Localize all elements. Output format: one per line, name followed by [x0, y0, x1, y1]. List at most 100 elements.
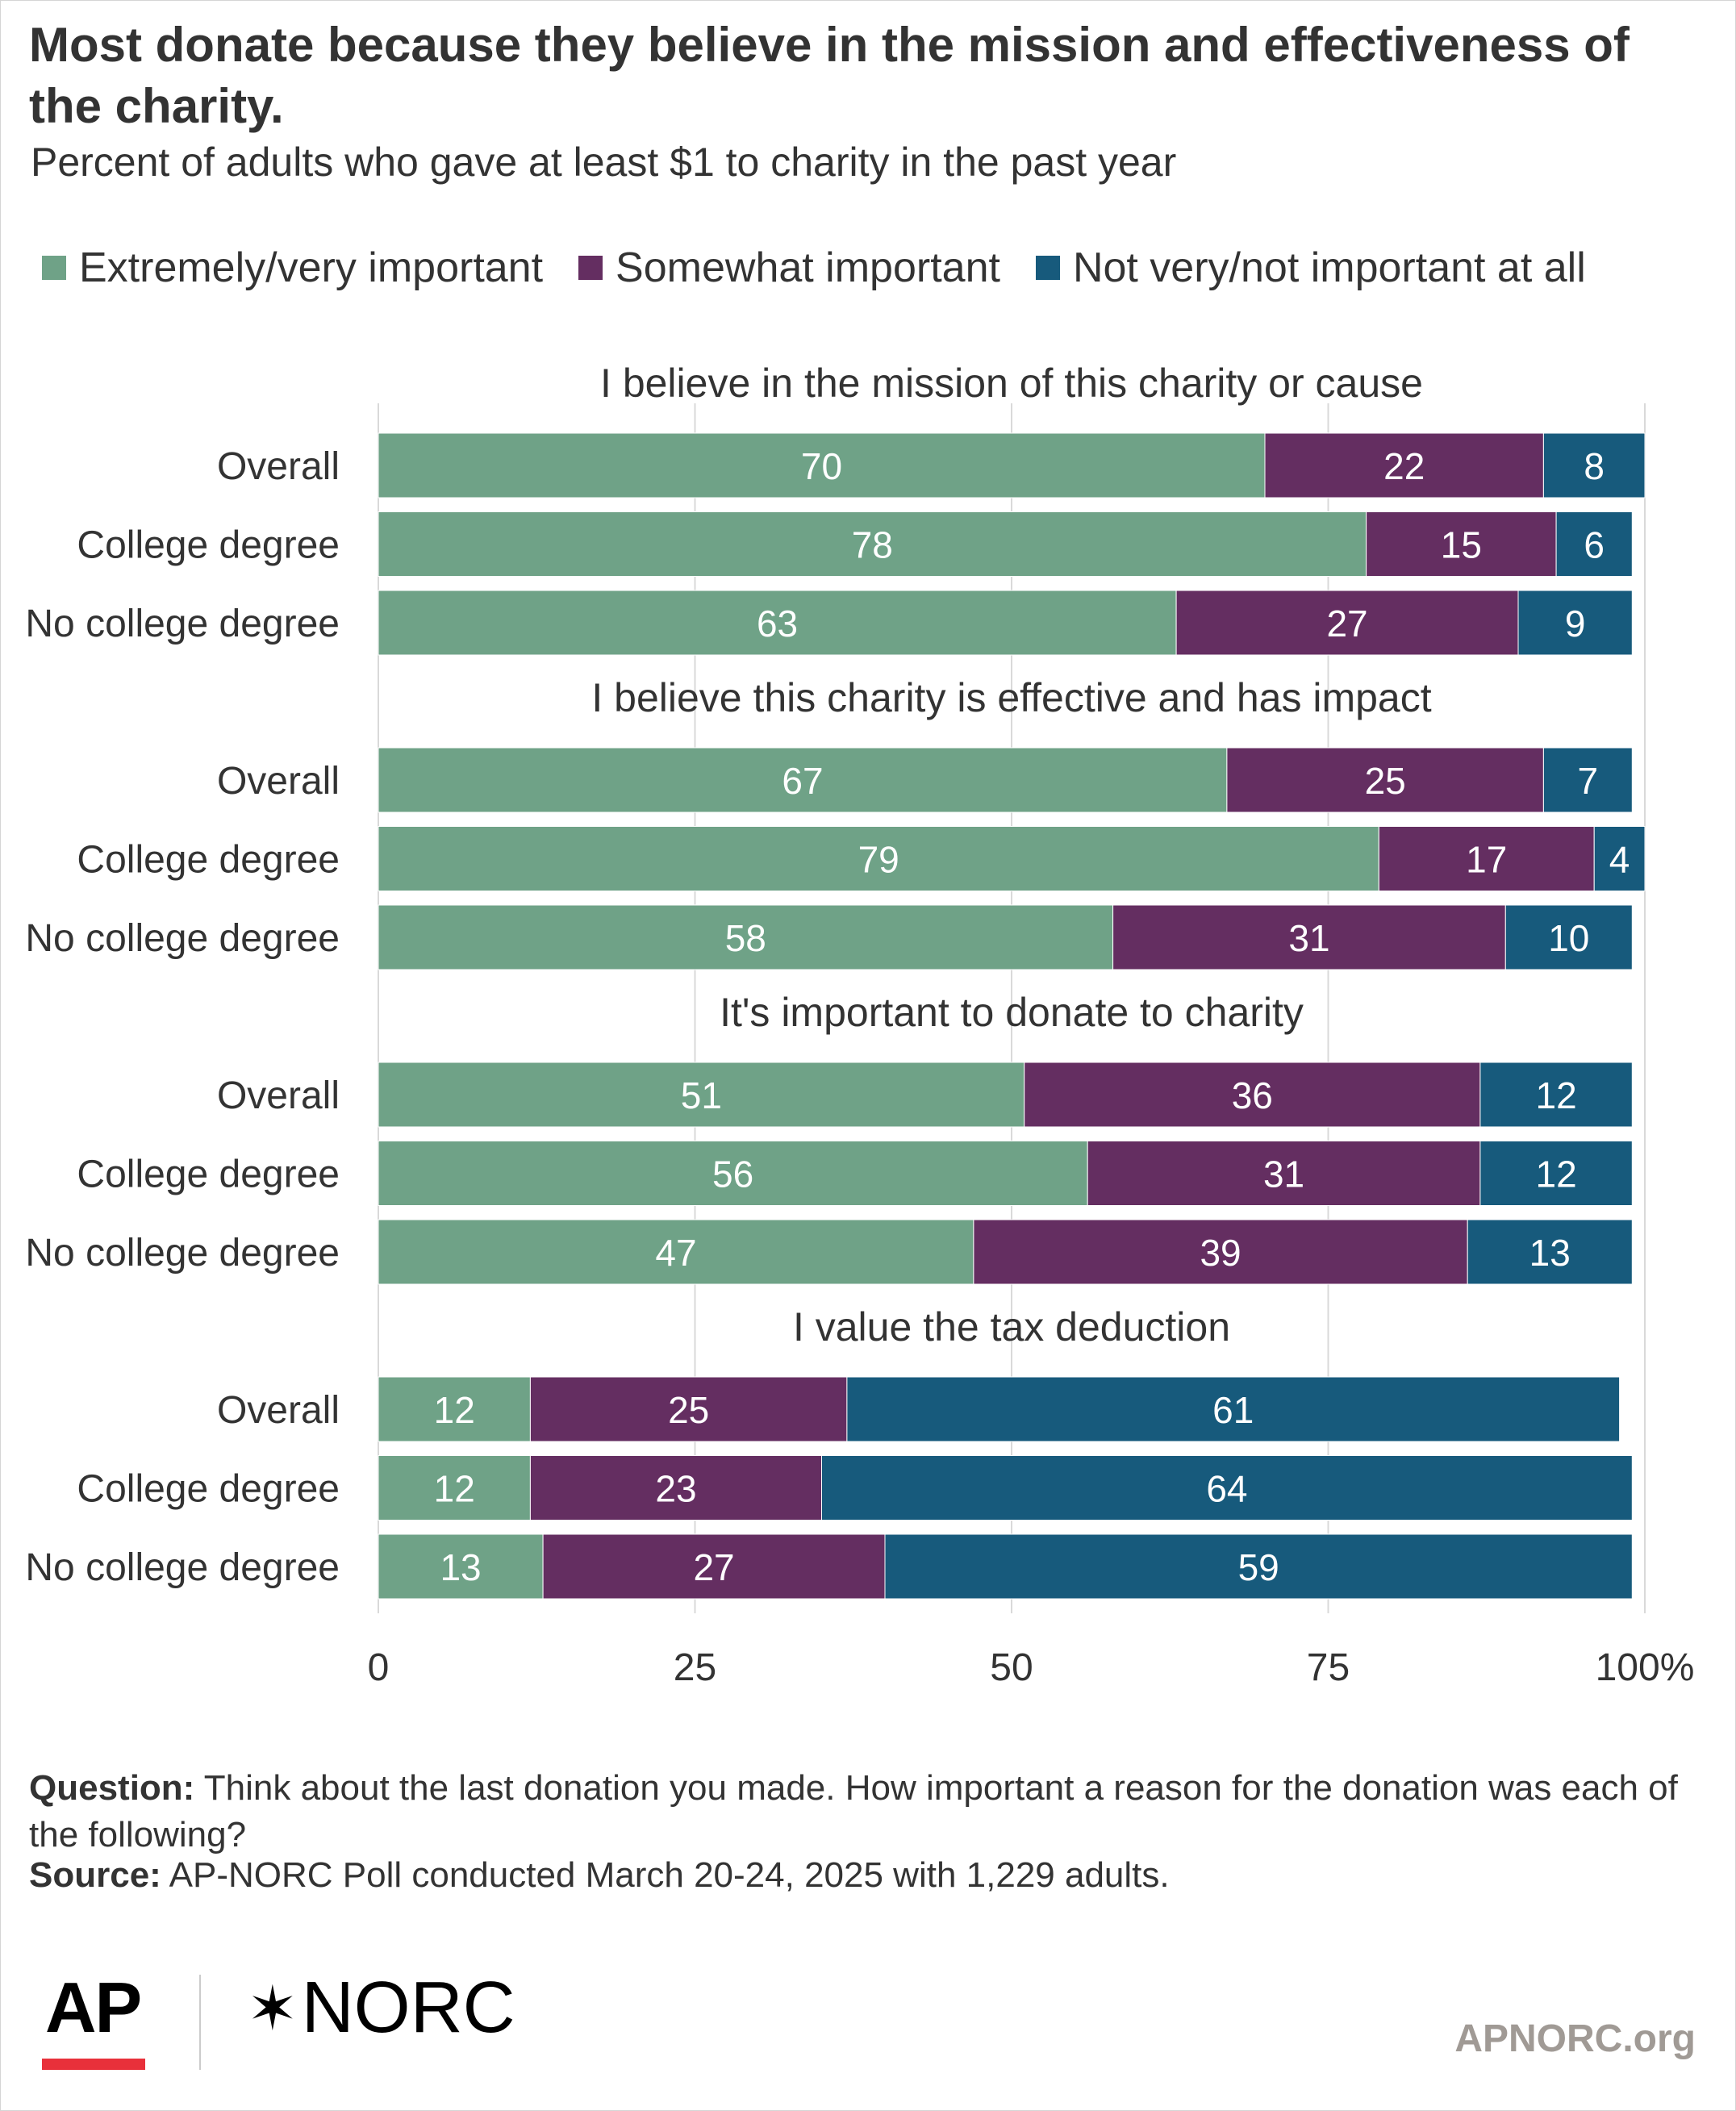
panel-title: I value the tax deduction [793, 1304, 1230, 1350]
legend-swatch [578, 256, 603, 280]
data-label: 36 [1232, 1074, 1273, 1116]
bar-segment [884, 1533, 1633, 1600]
legend-item-not-very: Not very/not important at all [1035, 244, 1586, 292]
legend-item-extremely-very: Extremely/very important [42, 244, 543, 292]
bar-segment [378, 826, 1379, 891]
data-label: 12 [434, 1468, 475, 1510]
data-label: 27 [1326, 603, 1367, 645]
data-label: 13 [1529, 1232, 1571, 1274]
panel-title: It's important to donate to charity [720, 990, 1304, 1035]
data-label: 64 [1206, 1468, 1247, 1510]
data-label: 7 [1578, 760, 1599, 802]
data-label: 25 [668, 1389, 709, 1431]
data-label: 17 [1466, 839, 1507, 881]
chart-subtitle: Percent of adults who gave at least $1 t… [31, 140, 1177, 185]
legend-item-somewhat: Somewhat important [578, 244, 1000, 292]
bar-segment [378, 432, 1266, 499]
bar-segment [1087, 1141, 1481, 1206]
category-label: No college degree [25, 1546, 340, 1589]
bar-segment [846, 1376, 1621, 1442]
bar-segment [1479, 1062, 1633, 1128]
panel-title: I believe in the mission of this charity… [600, 361, 1423, 406]
data-label: 59 [1238, 1546, 1279, 1588]
x-tick-label: 25 [674, 1646, 716, 1689]
bar-segment [1175, 590, 1519, 656]
category-label: College degree [77, 839, 340, 882]
data-label: 8 [1584, 445, 1605, 487]
data-label: 31 [1288, 917, 1329, 959]
bar-segment [542, 1533, 886, 1600]
legend-swatch [42, 256, 66, 280]
panel-title: I believe this charity is effective and … [591, 675, 1431, 720]
data-label: 15 [1441, 524, 1482, 566]
bar-segment [1112, 904, 1506, 970]
bar-segment [378, 1455, 531, 1521]
bar-segment [529, 1376, 848, 1442]
bar-segment [378, 1141, 1088, 1206]
data-label: 13 [440, 1546, 481, 1588]
data-label: 12 [1536, 1154, 1577, 1195]
category-label: No college degree [25, 917, 340, 960]
bar-segment [1378, 826, 1595, 891]
legend-label: Not very/not important at all [1072, 244, 1586, 291]
bar-segment [1264, 432, 1544, 499]
category-label: No college degree [25, 1232, 340, 1275]
data-label: 9 [1565, 603, 1586, 645]
bar-segment [973, 1219, 1468, 1285]
category-label: College degree [77, 1154, 340, 1196]
site-url: APNORC.org [1454, 2017, 1696, 2060]
data-label: 23 [655, 1468, 696, 1510]
x-tick-label: 75 [1307, 1646, 1350, 1689]
x-tick-label: 0 [368, 1646, 390, 1689]
source-label: Source: [29, 1855, 161, 1895]
norc-logo: ✶ NORC [247, 1967, 515, 2050]
bar-segment [1555, 511, 1633, 577]
bar-segment [529, 1455, 823, 1521]
bar-segment [1467, 1219, 1633, 1285]
bar-segment [378, 1219, 974, 1285]
data-label: 67 [782, 760, 823, 802]
data-label: 27 [693, 1546, 734, 1588]
bar-segment [1024, 1062, 1481, 1128]
category-label: No college degree [25, 603, 340, 645]
bar-segment [1479, 1141, 1633, 1206]
bar-segment [821, 1455, 1633, 1521]
question-label: Question: [29, 1768, 195, 1808]
data-label: 12 [1536, 1074, 1577, 1116]
bar-segment [378, 1533, 544, 1600]
data-label: 12 [434, 1389, 475, 1431]
bar-segment [1542, 747, 1633, 813]
data-label: 79 [858, 839, 899, 881]
bar-segment [1226, 747, 1544, 813]
stacked-bar-chart: I believe in the mission of this charity… [25, 361, 1695, 1689]
category-label: Overall [217, 1389, 340, 1432]
data-label: 10 [1548, 917, 1589, 959]
category-label: College degree [77, 1468, 340, 1511]
data-label: 56 [712, 1154, 753, 1195]
source-note: Source: AP-NORC Poll conducted March 20-… [29, 1855, 1170, 1896]
data-label: 22 [1383, 445, 1425, 487]
bar-segment [1542, 432, 1646, 499]
bar-segment [378, 1376, 531, 1442]
bar-segment [378, 1062, 1025, 1128]
data-label: 39 [1200, 1232, 1241, 1274]
data-label: 78 [852, 524, 893, 566]
data-label: 47 [655, 1232, 696, 1274]
data-label: 63 [757, 603, 798, 645]
question-note: Question: Think about the last donation … [29, 1765, 1707, 1859]
x-tick-label: 100% [1596, 1646, 1695, 1689]
bar-segment [1504, 904, 1633, 970]
source-text: AP-NORC Poll conducted March 20-24, 2025… [161, 1855, 1170, 1895]
data-label: 25 [1365, 760, 1406, 802]
category-label: College degree [77, 524, 340, 567]
ap-logo: AP [45, 1967, 142, 2047]
chart-title: Most donate because they believe in the … [29, 18, 1630, 133]
legend-swatch [1035, 256, 1060, 280]
category-label: Overall [217, 1074, 340, 1117]
bar-segment [1366, 511, 1557, 577]
bar-segment [1593, 826, 1646, 891]
data-label: 61 [1212, 1389, 1254, 1431]
question-text: Think about the last donation you made. … [29, 1768, 1678, 1854]
bar-segment [378, 747, 1228, 813]
data-label: 51 [681, 1074, 722, 1116]
